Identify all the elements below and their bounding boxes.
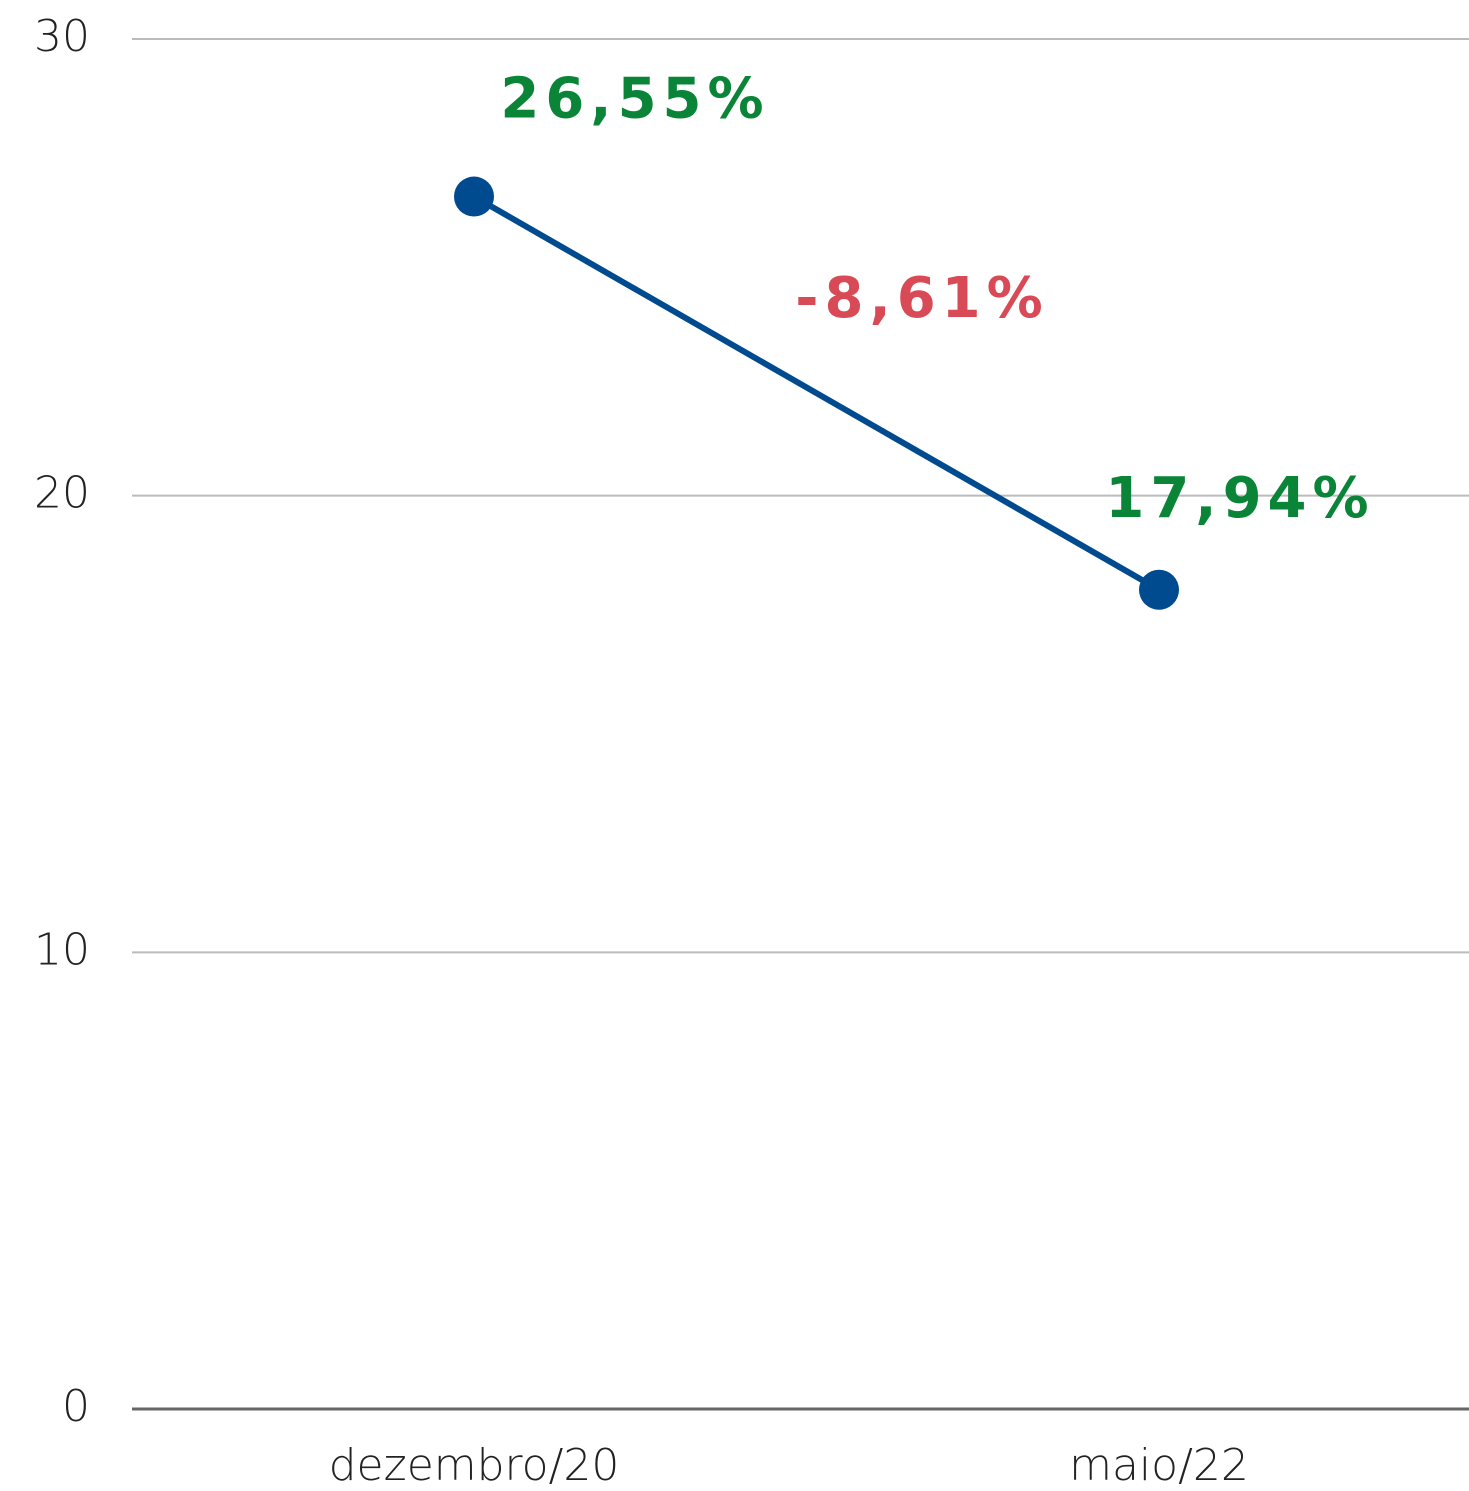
value-label: 17,94% <box>1105 466 1374 531</box>
y-tick-label: 30 <box>34 11 90 62</box>
y-tick-label: 20 <box>34 468 90 519</box>
x-tick-label: maio/22 <box>1069 1440 1249 1491</box>
y-tick-label: 10 <box>34 924 90 975</box>
x-tick-label: dezembro/20 <box>329 1440 620 1491</box>
value-label: 26,55% <box>500 67 769 132</box>
change-annotation: -8,61% <box>795 266 1049 331</box>
line <box>472 193 1161 593</box>
y-tick-label: 0 <box>62 1381 90 1432</box>
point <box>1139 569 1179 610</box>
point <box>454 176 494 217</box>
